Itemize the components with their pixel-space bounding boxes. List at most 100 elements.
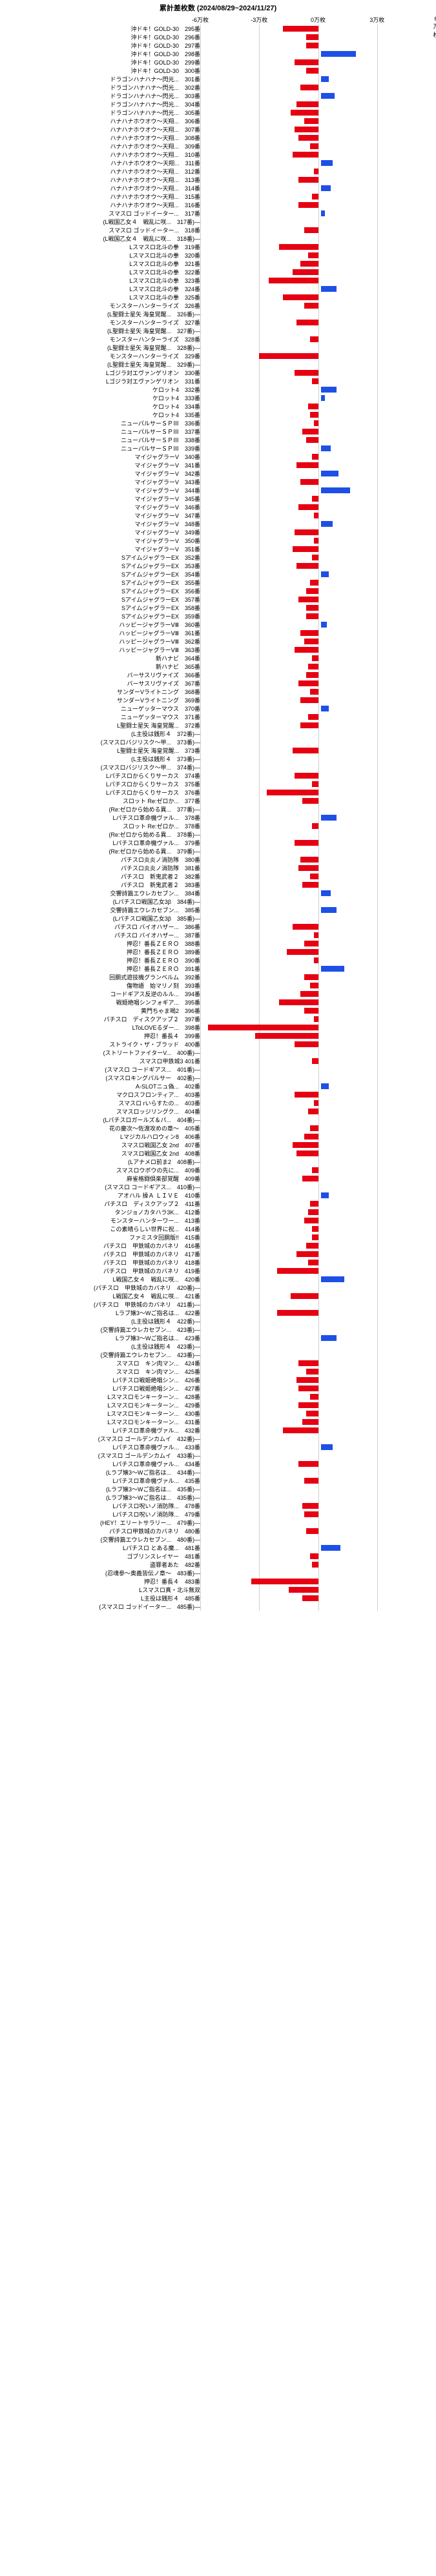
bar-cell bbox=[203, 394, 436, 402]
bar bbox=[304, 1008, 318, 1014]
row-label: Lパチスロ とある魔... 481番 bbox=[0, 1544, 203, 1552]
row-label: アオハル 操Ａ ＬＩＶＥ 410番 bbox=[0, 1191, 203, 1200]
bar bbox=[300, 479, 318, 485]
row-label: L戦国乙女４ 戦乱に咲... 420番 bbox=[0, 1275, 203, 1283]
bar-cell bbox=[203, 1351, 436, 1358]
data-row: Lスマスロ北斗の拳 320番 bbox=[0, 251, 436, 260]
bar bbox=[310, 983, 318, 988]
bar bbox=[306, 1369, 318, 1375]
bar bbox=[300, 261, 318, 267]
bar-cell bbox=[203, 1099, 436, 1107]
bar-cell bbox=[203, 1402, 436, 1409]
row-label: ハッピージャグラーⅤⅢ 362番 bbox=[0, 637, 203, 646]
row-label: 押忍！番長４ 483番 bbox=[0, 1577, 203, 1586]
bar bbox=[251, 1579, 318, 1584]
row-label: L聖闘士星矢 海皇覚醒... 372番 bbox=[0, 721, 203, 730]
bar-cell bbox=[203, 1183, 436, 1191]
grid-area: 沖ドキ！GOLD-30 295番沖ドキ！GOLD-30 296番沖ドキ！GOLD… bbox=[0, 25, 436, 1611]
data-row: マイジャグラーV 343番 bbox=[0, 478, 436, 486]
data-row: ドラゴンハナハナ～閃光... 302番 bbox=[0, 83, 436, 92]
row-label: (Lパチスロ戦国乙女3β 384番)― bbox=[0, 897, 203, 906]
data-row: 傷物語 始マリノ刻 393番 bbox=[0, 981, 436, 990]
data-row: (Re:ゼロから始める異... 378番)― bbox=[0, 830, 436, 839]
bar-cell bbox=[203, 546, 436, 553]
bar-cell bbox=[203, 302, 436, 309]
bar-cell bbox=[203, 1267, 436, 1274]
data-row: Lラブ嬢3～Wご指名は... 423番 bbox=[0, 1334, 436, 1342]
data-row: マイジャグラーV 345番 bbox=[0, 495, 436, 503]
bar bbox=[306, 613, 318, 619]
bar bbox=[293, 546, 318, 552]
data-row: スマスロ戦国乙女 2nd 408番 bbox=[0, 1149, 436, 1158]
row-label: ドラゴンハナハナ～閃光... 304番 bbox=[0, 100, 203, 108]
bar-cell bbox=[203, 1553, 436, 1560]
row-label: 沖ドキ！GOLD-30 299番 bbox=[0, 58, 203, 66]
bar-cell bbox=[203, 1158, 436, 1165]
row-label: ニューパルサーＳＰⅢ 336番 bbox=[0, 419, 203, 427]
bar-cell bbox=[203, 462, 436, 469]
bar bbox=[321, 1192, 329, 1198]
bar-cell bbox=[203, 235, 436, 242]
bar-cell bbox=[203, 1058, 436, 1065]
bar bbox=[310, 580, 318, 586]
row-label: ハナハナホウオウ～天翔... 311番 bbox=[0, 159, 203, 167]
data-row: サンダーVライトニング 369番 bbox=[0, 696, 436, 704]
row-label: 沖ドキ！GOLD-30 296番 bbox=[0, 33, 203, 41]
data-row: SアイムジャグラーEX 359番 bbox=[0, 612, 436, 620]
row-label: モンスターハンターワー... 413番 bbox=[0, 1216, 203, 1225]
bar-cell bbox=[203, 1326, 436, 1333]
data-row: アオハル 操Ａ ＬＩＶＥ 410番 bbox=[0, 1191, 436, 1200]
row-label: 黄門ちゃま喝2 396番 bbox=[0, 1007, 203, 1015]
row-label: SアイムジャグラーEX 357番 bbox=[0, 595, 203, 604]
bar bbox=[302, 1503, 318, 1509]
row-label: Lスマスロモンキーターン... 429番 bbox=[0, 1401, 203, 1409]
data-row: スマスロ ゴッドイーター... 317番 bbox=[0, 209, 436, 218]
bar-cell bbox=[203, 705, 436, 712]
bar-cell bbox=[203, 1024, 436, 1031]
bar bbox=[302, 1595, 318, 1601]
bar-cell bbox=[203, 1519, 436, 1526]
bar-cell bbox=[203, 739, 436, 746]
bar bbox=[304, 639, 318, 644]
bar bbox=[295, 1092, 318, 1098]
data-row: ハナハナホウオウ～天翔... 315番 bbox=[0, 192, 436, 201]
bar bbox=[310, 412, 318, 418]
row-label: 傷物語 始マリノ刻 393番 bbox=[0, 981, 203, 990]
bar-cell bbox=[203, 898, 436, 905]
row-label: SアイムジャグラーEX 354番 bbox=[0, 570, 203, 578]
bar-cell bbox=[203, 159, 436, 167]
bar bbox=[314, 1016, 318, 1022]
row-label: (Lラブ嬢3～Wご指名は... 435番)― bbox=[0, 1485, 203, 1493]
x-tick-label: -6万枚 bbox=[192, 15, 209, 24]
row-label: ニューゲッターマウス 370番 bbox=[0, 704, 203, 713]
bar bbox=[296, 320, 318, 325]
bar bbox=[321, 1444, 333, 1450]
bar-cell bbox=[203, 1528, 436, 1535]
bar bbox=[312, 496, 318, 502]
row-label: 押忍！番長ＺＥＲＯ 391番 bbox=[0, 965, 203, 973]
bar bbox=[287, 949, 318, 955]
bar-cell bbox=[203, 1318, 436, 1325]
bar bbox=[306, 1243, 318, 1249]
data-row: (L主役は銭形４ 372番)― bbox=[0, 730, 436, 738]
row-label: A-SLOTニュ偽... 402番 bbox=[0, 1082, 203, 1090]
row-label: (HEY！エリートサラリー... 479番)― bbox=[0, 1518, 203, 1527]
data-row: A-SLOTニュ偽... 402番 bbox=[0, 1082, 436, 1090]
bar-cell bbox=[203, 1150, 436, 1157]
bar-cell bbox=[203, 25, 436, 32]
bar-cell bbox=[203, 974, 436, 981]
row-label: (ストリートファイターV... 400番)― bbox=[0, 1048, 203, 1057]
row-label: LToLOVEるダー... 398番 bbox=[0, 1023, 203, 1032]
row-label: サンダーVライトニング 369番 bbox=[0, 696, 203, 704]
bar-cell bbox=[203, 588, 436, 595]
bar bbox=[302, 1419, 318, 1425]
row-label: (Lパチスロ戦国乙女3β 385番)― bbox=[0, 914, 203, 923]
data-row: 押忍！番長ＺＥＲＯ 390番 bbox=[0, 956, 436, 965]
data-row: ニューパルサーＳＰⅢ 338番 bbox=[0, 436, 436, 444]
row-label: Lパチスロ戦姫絶唱シン... 427番 bbox=[0, 1384, 203, 1393]
bar bbox=[321, 890, 331, 896]
bar bbox=[321, 815, 337, 821]
bar-cell bbox=[203, 34, 436, 41]
bar-cell bbox=[203, 1334, 436, 1342]
bar-cell bbox=[203, 713, 436, 721]
